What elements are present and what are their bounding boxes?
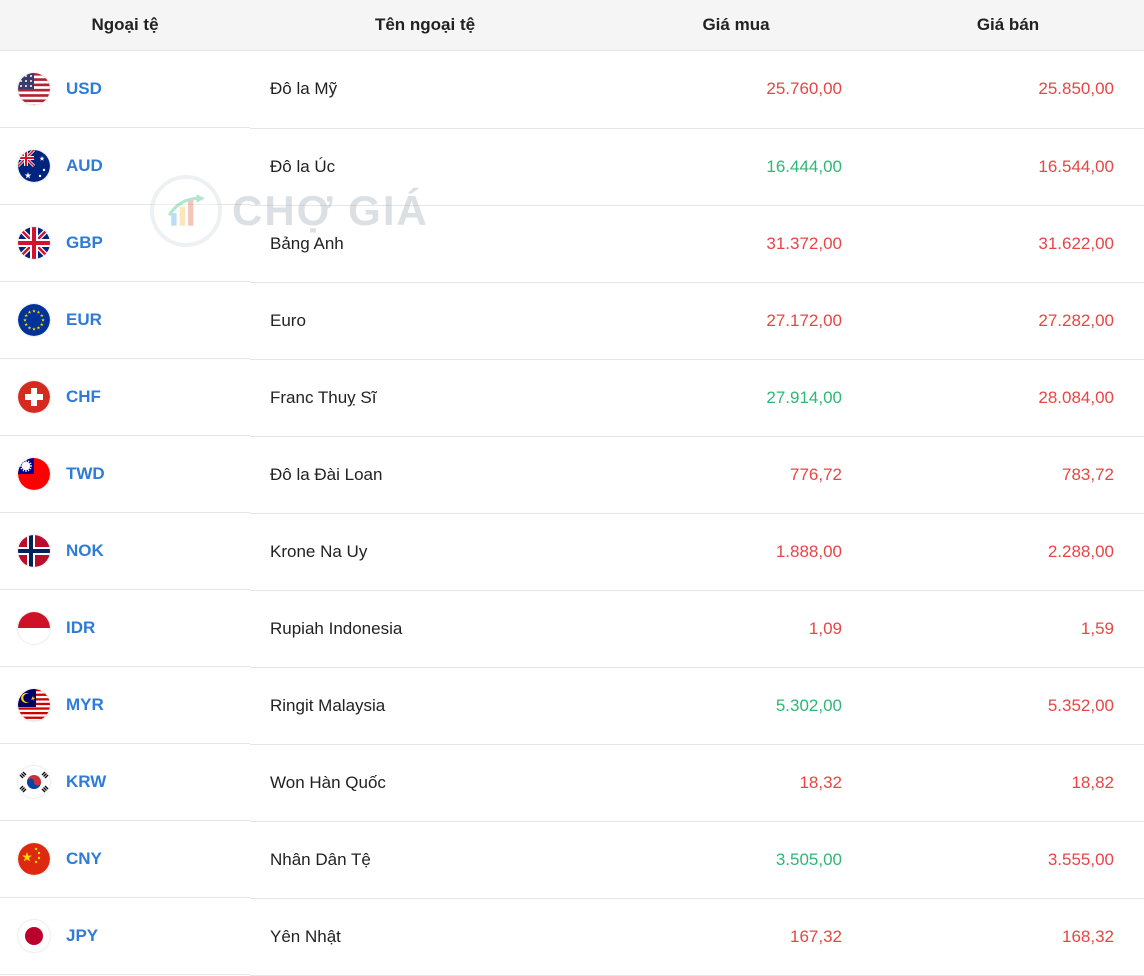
- table-row: EUR Euro27.172,0027.282,00: [0, 282, 1144, 359]
- table-row: MYR Ringit Malaysia5.302,005.352,00: [0, 667, 1144, 744]
- sell-price: 3.555,00: [872, 821, 1144, 898]
- currency-table: Ngoại tệ Tên ngoại tệ Giá mua Giá bán US…: [0, 0, 1144, 976]
- currency-cell: CNY: [0, 821, 250, 898]
- currency-cell: MYR: [0, 667, 250, 744]
- table-header-row: Ngoại tệ Tên ngoại tệ Giá mua Giá bán: [0, 0, 1144, 51]
- col-header-name: Tên ngoại tệ: [250, 0, 600, 51]
- table-row: USD Đô la Mỹ25.760,0025.850,00: [0, 51, 1144, 129]
- sell-price: 25.850,00: [872, 51, 1144, 129]
- buy-price: 167,32: [600, 898, 872, 975]
- currency-name: Rupiah Indonesia: [250, 590, 600, 667]
- usd-flag-icon: [18, 73, 50, 105]
- sell-price: 2.288,00: [872, 513, 1144, 590]
- chf-flag-icon: [18, 381, 50, 413]
- sell-price: 1,59: [872, 590, 1144, 667]
- buy-price: 1.888,00: [600, 513, 872, 590]
- table-row: CNY Nhân Dân Tệ3.505,003.555,00: [0, 821, 1144, 898]
- currency-code-link[interactable]: GBP: [66, 233, 103, 253]
- buy-price: 18,32: [600, 744, 872, 821]
- currency-code-link[interactable]: JPY: [66, 926, 98, 946]
- currency-cell: TWD: [0, 436, 250, 513]
- col-header-buy: Giá mua: [600, 0, 872, 51]
- sell-price: 168,32: [872, 898, 1144, 975]
- gbp-flag-icon: [18, 227, 50, 259]
- currency-cell: KRW: [0, 744, 250, 821]
- buy-price: 776,72: [600, 436, 872, 513]
- currency-name: Nhân Dân Tệ: [250, 821, 600, 898]
- sell-price: 18,82: [872, 744, 1144, 821]
- currency-code-link[interactable]: TWD: [66, 464, 105, 484]
- currency-code-link[interactable]: KRW: [66, 772, 106, 792]
- currency-cell: EUR: [0, 282, 250, 359]
- currency-cell: GBP: [0, 205, 250, 282]
- currency-name: Euro: [250, 282, 600, 359]
- myr-flag-icon: [18, 689, 50, 721]
- currency-cell: NOK: [0, 513, 250, 590]
- currency-name: Won Hàn Quốc: [250, 744, 600, 821]
- sell-price: 27.282,00: [872, 282, 1144, 359]
- currency-code-link[interactable]: NOK: [66, 541, 104, 561]
- currency-code-link[interactable]: USD: [66, 79, 102, 99]
- buy-price: 31.372,00: [600, 205, 872, 282]
- table-row: JPY Yên Nhật167,32168,32: [0, 898, 1144, 975]
- jpy-flag-icon: [18, 920, 50, 952]
- currency-name: Đô la Mỹ: [250, 51, 600, 129]
- sell-price: 28.084,00: [872, 359, 1144, 436]
- table-row: AUD Đô la Úc16.444,0016.544,00: [0, 128, 1144, 205]
- twd-flag-icon: [18, 458, 50, 490]
- table-row: TWD Đô la Đài Loan776,72783,72: [0, 436, 1144, 513]
- table-row: NOK Krone Na Uy1.888,002.288,00: [0, 513, 1144, 590]
- krw-flag-icon: [18, 766, 50, 798]
- currency-code-link[interactable]: CNY: [66, 849, 102, 869]
- currency-name: Franc Thuỵ Sĩ: [250, 359, 600, 436]
- table-row: IDR Rupiah Indonesia1,091,59: [0, 590, 1144, 667]
- currency-name: Yên Nhật: [250, 898, 600, 975]
- currency-cell: IDR: [0, 590, 250, 667]
- currency-name: Đô la Đài Loan: [250, 436, 600, 513]
- nok-flag-icon: [18, 535, 50, 567]
- currency-code-link[interactable]: MYR: [66, 695, 104, 715]
- sell-price: 783,72: [872, 436, 1144, 513]
- idr-flag-icon: [18, 612, 50, 644]
- table-row: CHF Franc Thuỵ Sĩ27.914,0028.084,00: [0, 359, 1144, 436]
- currency-code-link[interactable]: AUD: [66, 156, 103, 176]
- sell-price: 31.622,00: [872, 205, 1144, 282]
- currency-name: Krone Na Uy: [250, 513, 600, 590]
- buy-price: 16.444,00: [600, 128, 872, 205]
- table-row: KRW Won Hàn Quốc18,3218,82: [0, 744, 1144, 821]
- buy-price: 5.302,00: [600, 667, 872, 744]
- col-header-sell: Giá bán: [872, 0, 1144, 51]
- buy-price: 1,09: [600, 590, 872, 667]
- currency-code-link[interactable]: IDR: [66, 618, 95, 638]
- currency-cell: USD: [0, 51, 250, 128]
- sell-price: 5.352,00: [872, 667, 1144, 744]
- currency-name: Bảng Anh: [250, 205, 600, 282]
- eur-flag-icon: [18, 304, 50, 336]
- buy-price: 25.760,00: [600, 51, 872, 129]
- currency-name: Ringit Malaysia: [250, 667, 600, 744]
- col-header-currency: Ngoại tệ: [0, 0, 250, 51]
- buy-price: 27.914,00: [600, 359, 872, 436]
- currency-cell: JPY: [0, 898, 250, 975]
- sell-price: 16.544,00: [872, 128, 1144, 205]
- buy-price: 27.172,00: [600, 282, 872, 359]
- currency-cell: AUD: [0, 128, 250, 205]
- currency-cell: CHF: [0, 359, 250, 436]
- aud-flag-icon: [18, 150, 50, 182]
- buy-price: 3.505,00: [600, 821, 872, 898]
- currency-code-link[interactable]: EUR: [66, 310, 102, 330]
- table-row: GBP Bảng Anh31.372,0031.622,00: [0, 205, 1144, 282]
- currency-code-link[interactable]: CHF: [66, 387, 101, 407]
- currency-name: Đô la Úc: [250, 128, 600, 205]
- cny-flag-icon: [18, 843, 50, 875]
